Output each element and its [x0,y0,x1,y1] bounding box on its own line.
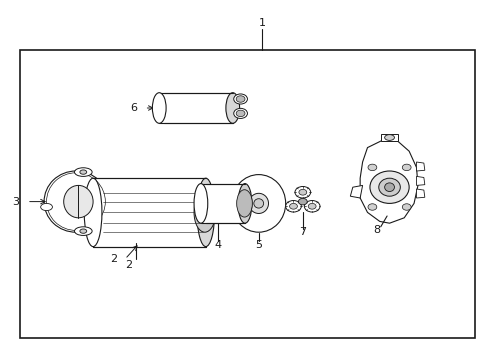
Ellipse shape [304,201,320,212]
Text: 2: 2 [125,260,132,270]
Ellipse shape [194,193,216,232]
Ellipse shape [44,171,108,232]
Ellipse shape [286,201,301,212]
Polygon shape [416,162,425,171]
Ellipse shape [299,189,307,195]
Ellipse shape [237,190,252,217]
Bar [201,184,245,223]
Ellipse shape [234,94,247,104]
Text: 3: 3 [13,197,20,207]
Ellipse shape [194,184,208,223]
Text: 2: 2 [110,254,118,264]
Ellipse shape [41,203,52,211]
Ellipse shape [238,184,252,223]
Ellipse shape [379,178,400,196]
Ellipse shape [298,198,307,205]
Ellipse shape [295,186,311,198]
Ellipse shape [197,178,215,247]
Ellipse shape [249,193,269,213]
Ellipse shape [74,168,92,176]
Text: 4: 4 [215,240,221,250]
Ellipse shape [368,164,377,171]
Ellipse shape [290,203,297,209]
Ellipse shape [236,110,245,117]
Text: 5: 5 [255,240,262,250]
Ellipse shape [232,175,286,232]
Ellipse shape [368,204,377,210]
Text: 6: 6 [130,103,137,113]
Ellipse shape [64,185,93,218]
Bar [20,50,475,338]
Ellipse shape [385,135,394,140]
Ellipse shape [74,227,92,235]
Text: 7: 7 [299,227,306,237]
Ellipse shape [80,229,87,233]
Ellipse shape [385,183,394,192]
Bar [159,93,233,123]
Ellipse shape [234,108,247,118]
Ellipse shape [226,93,240,123]
Text: 8: 8 [374,225,381,235]
Bar [93,178,206,247]
Bar [381,134,398,141]
Ellipse shape [402,204,411,210]
Ellipse shape [308,203,316,209]
Text: 1: 1 [259,18,266,28]
Ellipse shape [80,170,87,174]
Ellipse shape [254,199,264,208]
Polygon shape [350,185,363,198]
Ellipse shape [47,173,105,230]
Polygon shape [416,176,425,185]
Polygon shape [360,140,418,223]
Ellipse shape [84,178,102,247]
Ellipse shape [236,96,245,102]
Ellipse shape [370,171,409,203]
Ellipse shape [402,164,411,171]
Polygon shape [416,189,425,198]
Ellipse shape [152,93,166,123]
